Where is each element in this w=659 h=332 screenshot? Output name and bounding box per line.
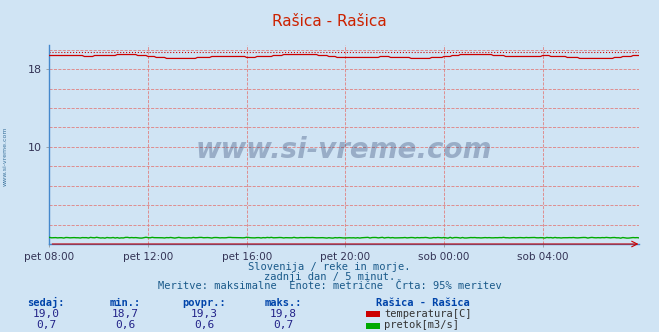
Text: 18,7: 18,7 xyxy=(112,309,138,319)
Text: 19,8: 19,8 xyxy=(270,309,297,319)
Text: 0,7: 0,7 xyxy=(36,320,56,330)
Text: povpr.:: povpr.: xyxy=(183,298,226,308)
Text: 0,6: 0,6 xyxy=(194,320,214,330)
Text: sedaj:: sedaj: xyxy=(28,297,65,308)
Text: temperatura[C]: temperatura[C] xyxy=(384,309,472,319)
Text: maks.:: maks.: xyxy=(265,298,302,308)
Text: 19,3: 19,3 xyxy=(191,309,217,319)
Text: zadnji dan / 5 minut.: zadnji dan / 5 minut. xyxy=(264,272,395,282)
Text: 0,6: 0,6 xyxy=(115,320,135,330)
Text: Slovenija / reke in morje.: Slovenija / reke in morje. xyxy=(248,262,411,272)
Text: Meritve: maksimalne  Enote: metrične  Črta: 95% meritev: Meritve: maksimalne Enote: metrične Črta… xyxy=(158,281,501,291)
Text: www.si-vreme.com: www.si-vreme.com xyxy=(3,126,8,186)
Text: 19,0: 19,0 xyxy=(33,309,59,319)
Text: Rašica - Rašica: Rašica - Rašica xyxy=(376,298,469,308)
Text: pretok[m3/s]: pretok[m3/s] xyxy=(384,320,459,330)
Text: www.si-vreme.com: www.si-vreme.com xyxy=(196,136,492,164)
Text: min.:: min.: xyxy=(109,298,141,308)
Text: Rašica - Rašica: Rašica - Rašica xyxy=(272,14,387,29)
Text: 0,7: 0,7 xyxy=(273,320,293,330)
